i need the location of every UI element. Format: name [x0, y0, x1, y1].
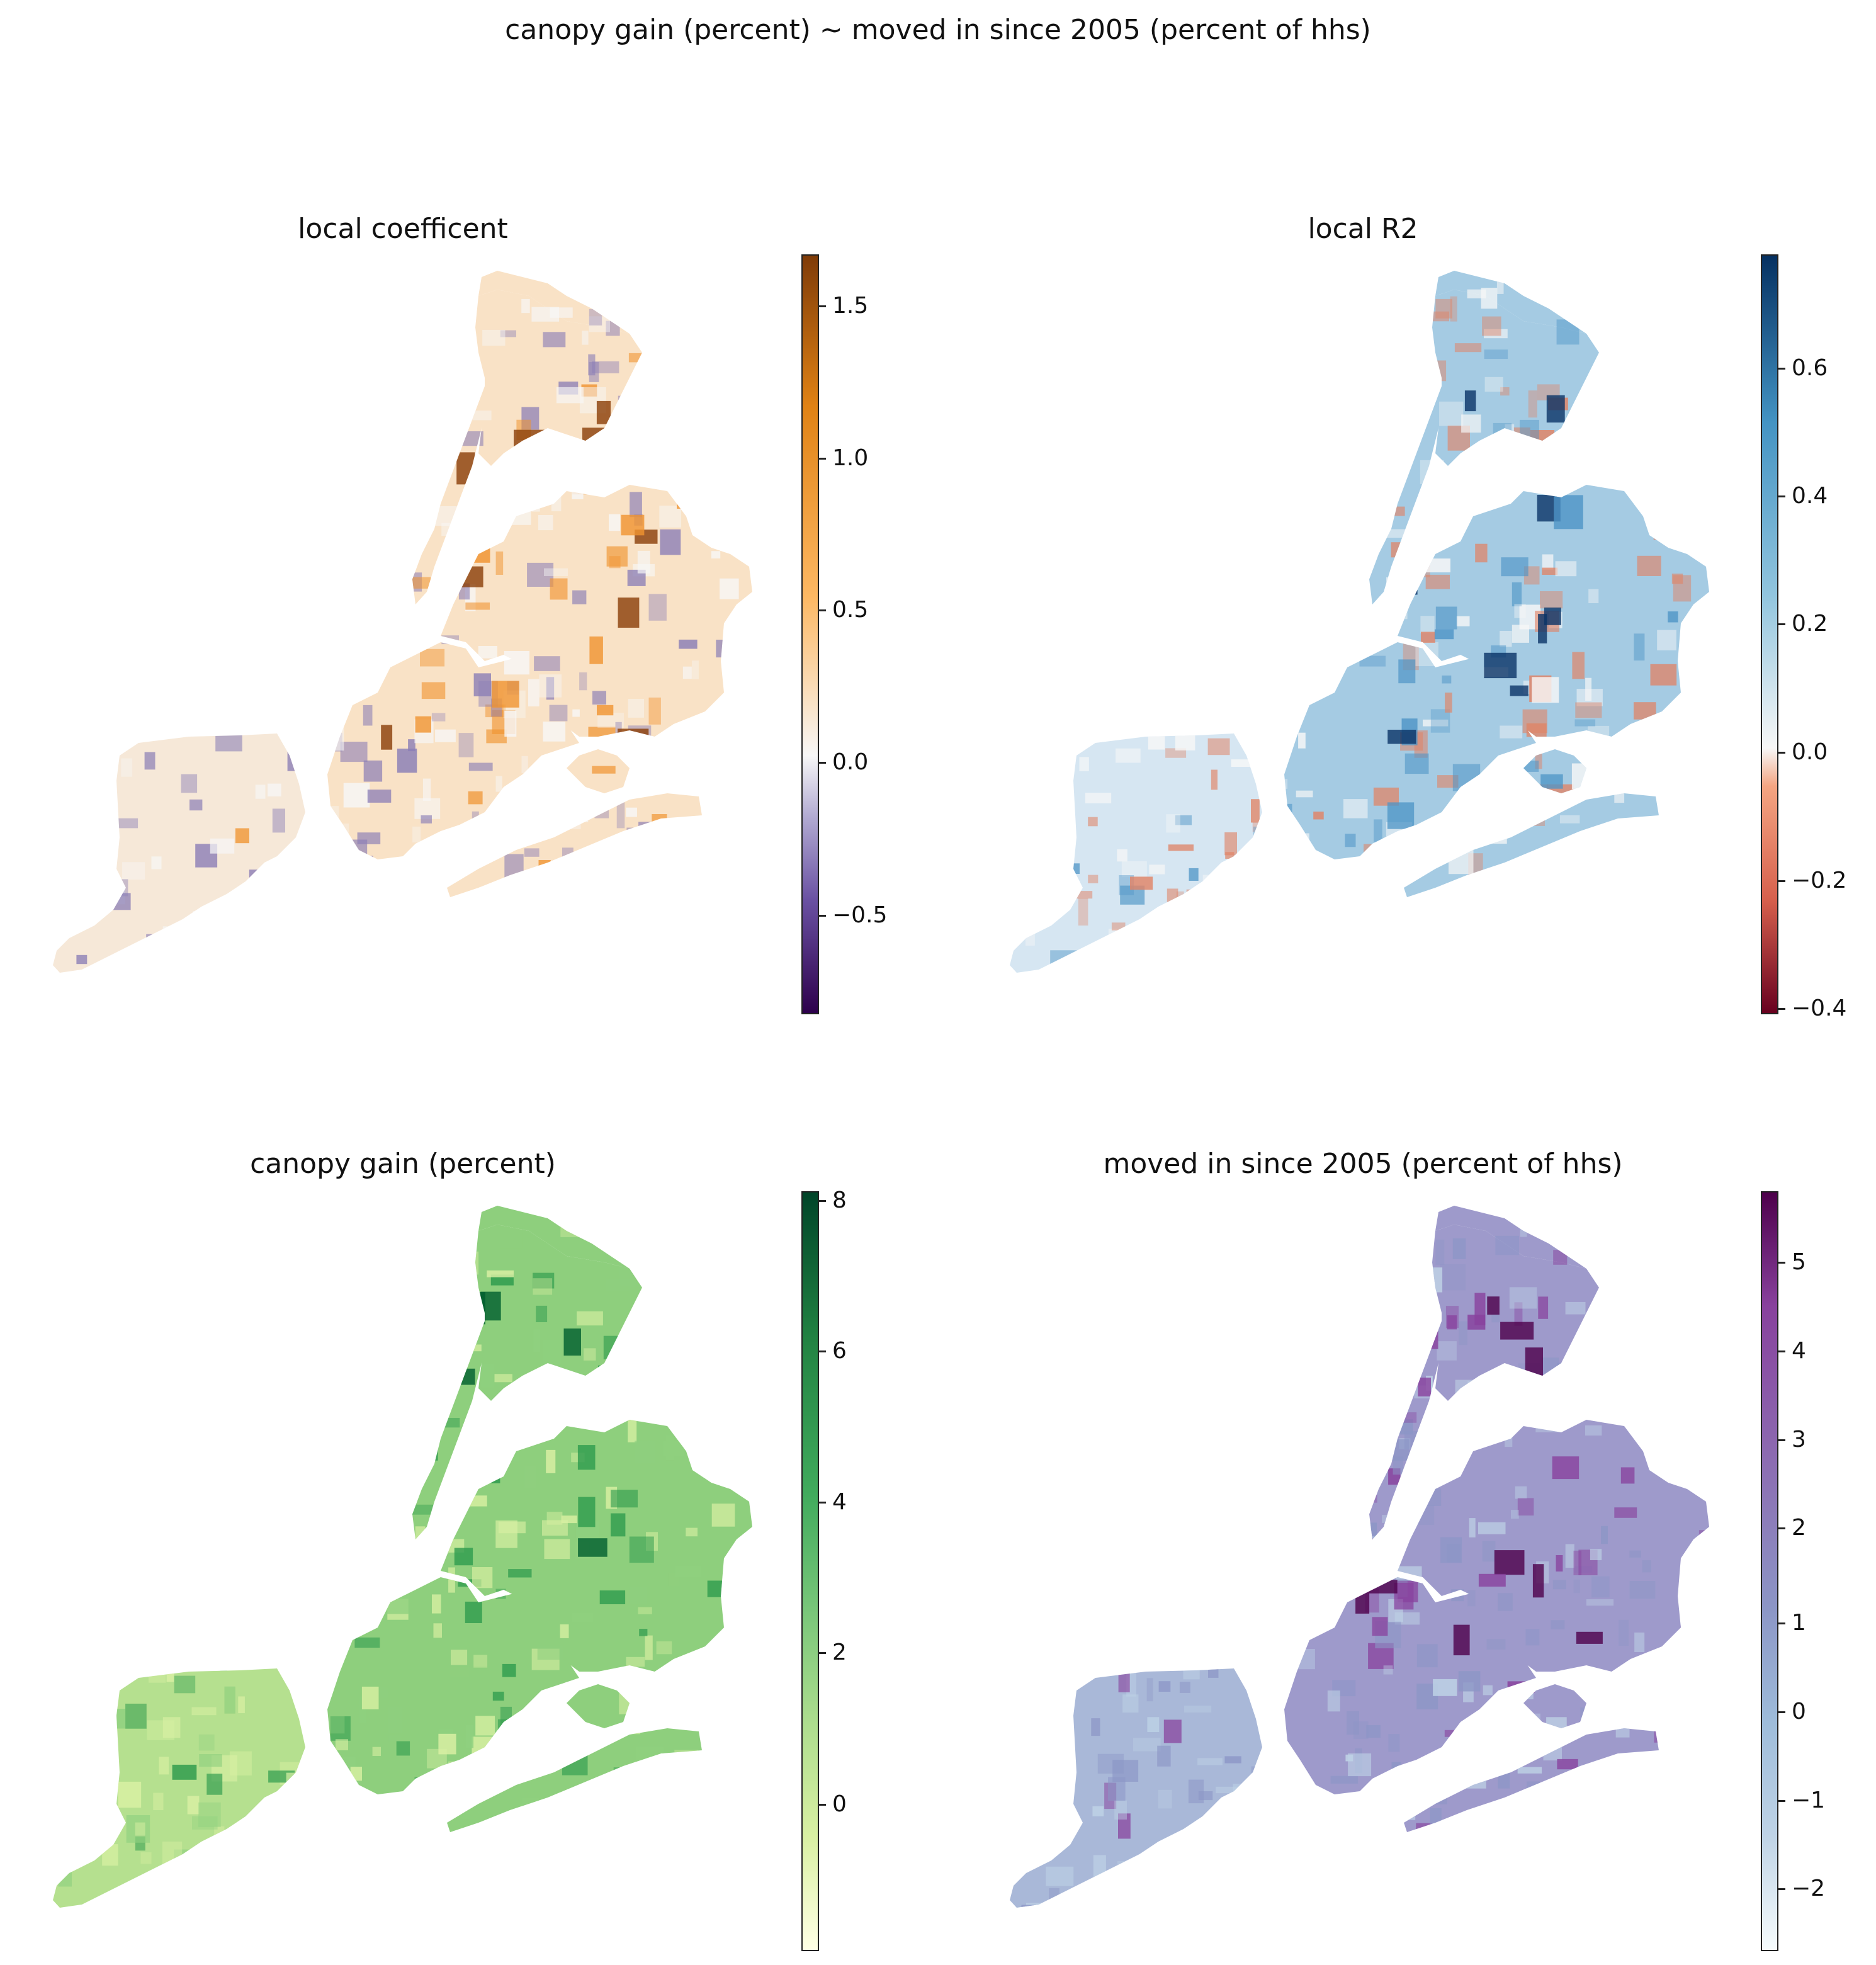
tickmark: [1778, 1351, 1785, 1352]
borough-brooklyn: [1284, 1577, 1536, 1794]
tick-moved-1: 1: [1792, 1610, 1806, 1636]
tick-coef-1.5: 1.5: [832, 293, 869, 319]
tickmark: [818, 1351, 826, 1352]
panel-title-moved: moved in since 2005 (percent of hhs): [1103, 1148, 1623, 1180]
tick-moved-0: 0: [1792, 1699, 1806, 1724]
map-canopy-gain: [53, 1206, 752, 1908]
tickmark: [818, 609, 826, 611]
tickmark: [818, 1200, 826, 1202]
tickmark: [1778, 1888, 1785, 1890]
panel-title-canopy: canopy gain (percent): [250, 1148, 556, 1180]
tickmark: [818, 1652, 826, 1654]
tick-r2-0.0: 0.0: [1792, 739, 1828, 765]
tickmark: [1778, 1008, 1785, 1010]
tick-canopy-6: 6: [832, 1338, 847, 1364]
tick-moved-3: 3: [1792, 1427, 1806, 1453]
borough-staten-island: [1010, 733, 1262, 973]
tickmark: [1778, 1800, 1785, 1802]
borough-jamaica-bay-islands: [1523, 1684, 1586, 1728]
tickmark: [818, 1502, 826, 1503]
tick-moved-4: 4: [1792, 1338, 1806, 1364]
tick-canopy-4: 4: [832, 1489, 847, 1515]
tick-r2-0.4: 0.4: [1792, 483, 1828, 509]
colorbar-moved: [1761, 1191, 1778, 1951]
tick-moved-neg1: −1: [1792, 1787, 1826, 1813]
tickmark: [818, 1804, 826, 1806]
borough-staten-island: [1010, 1668, 1262, 1908]
map-local-coefficient: [53, 271, 752, 973]
tickmark: [818, 305, 826, 307]
tickmark: [818, 762, 826, 764]
tick-canopy-2: 2: [832, 1639, 847, 1665]
tickmark: [1778, 1622, 1785, 1624]
tick-coef-1.0: 1.0: [832, 445, 869, 471]
panel-title-coef: local coefficent: [298, 213, 508, 245]
tickmark: [1778, 495, 1785, 497]
colorbar-r2: [1761, 254, 1778, 1014]
tick-moved-neg2: −2: [1792, 1876, 1826, 1901]
colorbar-canopy: [801, 1191, 819, 1951]
tickmark: [1778, 1262, 1785, 1264]
tick-canopy-0: 0: [832, 1791, 847, 1817]
borough-staten-island: [53, 1668, 305, 1908]
tickmark: [1778, 1439, 1785, 1441]
tickmark: [1778, 880, 1785, 882]
borough-north-bronx: [1435, 271, 1586, 334]
tickmark: [1778, 368, 1785, 370]
borough-north-bronx: [478, 1206, 630, 1269]
tickmark: [1778, 1527, 1785, 1529]
tick-moved-2: 2: [1792, 1515, 1806, 1541]
borough-manhattan: [412, 1300, 497, 1539]
tickmark: [1778, 752, 1785, 754]
tick-r2-0.2: 0.2: [1792, 611, 1828, 637]
panel-title-r2: local R2: [1308, 213, 1418, 245]
tickmark: [1778, 623, 1785, 625]
borough-staten-island: [53, 733, 305, 973]
borough-bronx: [1432, 1225, 1599, 1401]
figure-suptitle: canopy gain (percent) ~ moved in since 2…: [505, 14, 1371, 46]
tick-coef-0.5: 0.5: [832, 597, 869, 623]
tick-canopy-8: 8: [832, 1187, 847, 1213]
tick-r2-0.6: 0.6: [1792, 355, 1828, 381]
tick-coef-0.0: 0.0: [832, 749, 869, 775]
tickmark: [1778, 1711, 1785, 1713]
tickmark: [818, 458, 826, 460]
borough-manhattan: [1369, 365, 1454, 604]
borough-manhattan: [412, 365, 497, 604]
tick-r2-neg0.4: −0.4: [1792, 995, 1847, 1021]
borough-north-bronx: [478, 271, 630, 334]
tick-r2-neg0.2: −0.2: [1792, 868, 1847, 893]
borough-bronx: [475, 1225, 642, 1401]
map-moved-in: [1010, 1206, 1709, 1908]
borough-jamaica-bay-islands: [567, 1684, 630, 1728]
map-local-r2: [1010, 271, 1709, 973]
colorbar-coef: [801, 254, 819, 1014]
tick-moved-5: 5: [1792, 1249, 1806, 1275]
tickmark: [818, 915, 826, 917]
tick-coef-neg0.5: −0.5: [832, 902, 888, 928]
borough-rockaway: [1404, 1728, 1659, 1832]
